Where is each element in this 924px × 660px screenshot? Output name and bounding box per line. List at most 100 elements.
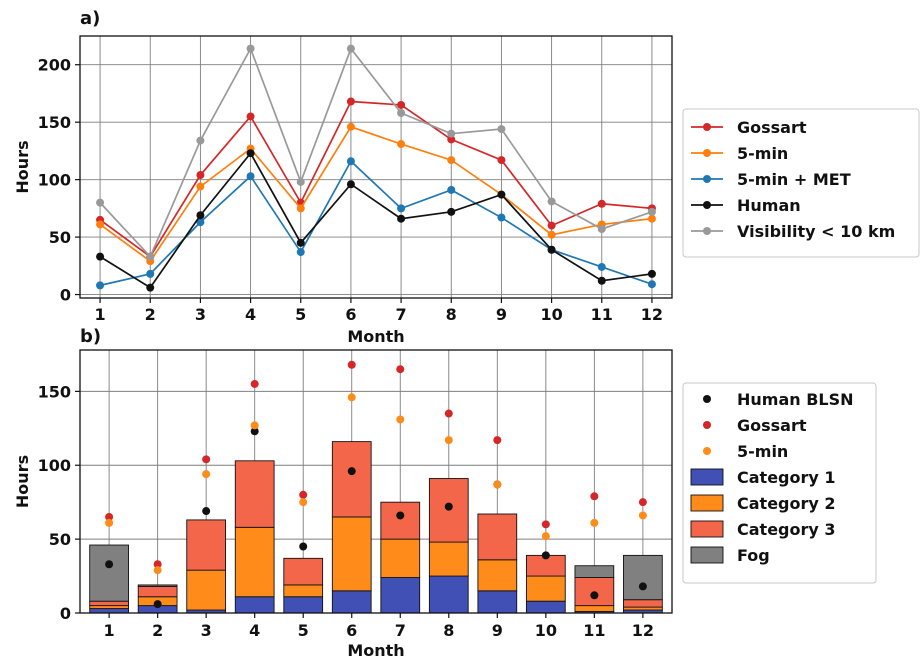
panel-b-legend-label-category-3: Category 3	[737, 520, 836, 539]
panel-b-point-gossart	[493, 436, 502, 445]
panel-b-bar-category-2	[477, 559, 518, 592]
panel-b-bar-category-2	[186, 569, 227, 611]
panel-b-x-tick-label: 6	[346, 621, 357, 640]
panel-b-point-5-min	[202, 470, 211, 479]
panel-a-point-5-min-met	[346, 157, 355, 166]
panel-b-bar-category-2	[380, 538, 421, 578]
panel-b-bar-category-3	[89, 600, 129, 607]
panel-b-point-5-min	[396, 415, 405, 424]
panel-b-point-human-blsn	[396, 511, 405, 520]
panel-a-point-visibility-10-km	[597, 225, 606, 234]
panel-a-series-line-visibility-10-km	[99, 46, 653, 259]
panel-b-point-human-blsn	[153, 600, 162, 609]
panel-b-point-human-blsn	[202, 507, 211, 516]
panel-b-point-5-min	[493, 480, 502, 489]
panel-a-legend-marker-5-min-met	[703, 175, 711, 183]
panel-b-point-gossart	[202, 455, 211, 464]
panel-a-point-visibility-10-km	[397, 108, 406, 117]
panel-a-point-5-min-met	[647, 280, 656, 289]
panel-a-point-gossart	[196, 171, 205, 180]
panel-a-series-line-human	[99, 151, 653, 289]
panel-a-point-visibility-10-km	[647, 207, 656, 216]
panel-b-x-tick-label: 10	[535, 621, 557, 640]
panel-a-y-tick-label: 50	[49, 228, 71, 247]
panel-b-legend-label-human-blsn: Human BLSN	[737, 390, 854, 409]
panel-a-point-5-min-met	[146, 269, 155, 278]
panel-b-point-gossart	[444, 409, 453, 418]
panel-b-x-tick-label: 4	[249, 621, 260, 640]
panel-a-point-human	[497, 190, 506, 199]
panel-a-point-visibility-10-km	[196, 136, 205, 145]
panel-a-point-human	[447, 207, 456, 216]
panel-a-point-gossart	[397, 100, 406, 109]
panel-b-x-tick-label: 8	[443, 621, 454, 640]
panel-b-legend-box	[682, 382, 877, 584]
panel-a-point-human	[397, 214, 406, 223]
panel-b-legend-swatch-category-3	[690, 520, 724, 538]
panel-a-point-human	[196, 211, 205, 220]
panel-b-x-tick-label: 3	[201, 621, 212, 640]
panel-a-x-tick-label: 11	[591, 305, 613, 324]
panel-b-bar-category-3	[137, 585, 178, 598]
panel-a-point-gossart	[547, 221, 556, 230]
panel-a-point-5-min	[296, 204, 305, 213]
panel-a-point-5-min	[447, 156, 456, 165]
panel-a-point-5-min-met	[296, 248, 305, 257]
panel-b-legend-label-fog: Fog	[737, 546, 770, 565]
panel-a-point-5-min	[647, 214, 656, 223]
panel-b-y-tick-label: 100	[38, 456, 71, 475]
panel-a-legend-marker-visibility-10-km	[703, 227, 711, 235]
panel-a-y-tick-label: 200	[38, 56, 71, 75]
panel-b-y-axis-label: Hours	[13, 455, 32, 508]
panel-a-point-human	[146, 283, 155, 292]
panel-b-bar-category-3	[477, 513, 518, 561]
panel-b-plot-frame	[79, 349, 673, 614]
panel-b-legend-swatch-category-2	[690, 494, 724, 512]
panel-a-y-axis-label: Hours	[13, 140, 32, 193]
panel-a-point-5-min	[547, 230, 556, 239]
panel-b-bar-fog	[89, 544, 129, 602]
panel-a-y-tick-label: 150	[38, 113, 71, 132]
panel-a-x-axis-label: Month	[347, 327, 404, 346]
panel-b-bar-category-1	[234, 596, 275, 614]
panel-b-y-tick-label: 150	[38, 382, 71, 401]
panel-b-point-gossart	[396, 365, 405, 374]
panel-a-series-line-5-min	[99, 125, 653, 263]
panel-b-bar-category-2	[428, 541, 469, 577]
panel-b-legend-marker-human-blsn	[703, 395, 711, 403]
panel-a-point-human	[246, 149, 255, 158]
panel-a-point-5-min-met	[497, 213, 506, 222]
panel-b-bar-category-1	[477, 590, 518, 614]
panel-b-bar-category-3	[283, 557, 324, 586]
panel-a-x-tick-label: 10	[540, 305, 562, 324]
panel-b-point-human-blsn	[299, 542, 308, 551]
panel-a-point-5-min-met	[96, 281, 105, 290]
panel-b-bar-category-3	[623, 599, 663, 608]
panel-a-series-line-5-min-met	[99, 159, 653, 287]
panel-a-point-human	[547, 245, 556, 254]
panel-b-point-human-blsn	[590, 591, 599, 600]
panel-a-x-tick-label: 7	[396, 305, 407, 324]
panel-a-point-visibility-10-km	[96, 198, 105, 207]
panel-b-y-tick-label: 0	[60, 604, 71, 623]
panel-b-bar-category-2	[331, 516, 372, 592]
panel-a-point-5-min	[397, 140, 406, 149]
panel-a-point-gossart	[447, 135, 456, 144]
panel-b-point-5-min	[105, 518, 114, 527]
panel-b-point-human-blsn	[105, 560, 114, 569]
panel-b-point-gossart	[638, 498, 647, 507]
panel-a-point-human	[296, 238, 305, 247]
panel-b-point-5-min	[153, 566, 162, 575]
panel-b-bar-category-1	[89, 608, 129, 614]
panel-a-x-tick-label: 3	[195, 305, 206, 324]
panel-b-bar-category-2	[283, 584, 324, 598]
panel-b-legend-swatch-fog	[690, 546, 724, 564]
panel-b-bar-category-2	[525, 575, 566, 602]
panel-a-point-5-min	[96, 220, 105, 229]
panel-a-point-5-min-met	[246, 172, 255, 181]
panel-a-legend-marker-5-min	[703, 149, 711, 157]
panel-a-legend-label-human: Human	[737, 196, 801, 215]
panel-b-bar-category-1	[380, 577, 421, 614]
panel-a-plot-frame	[79, 35, 673, 299]
